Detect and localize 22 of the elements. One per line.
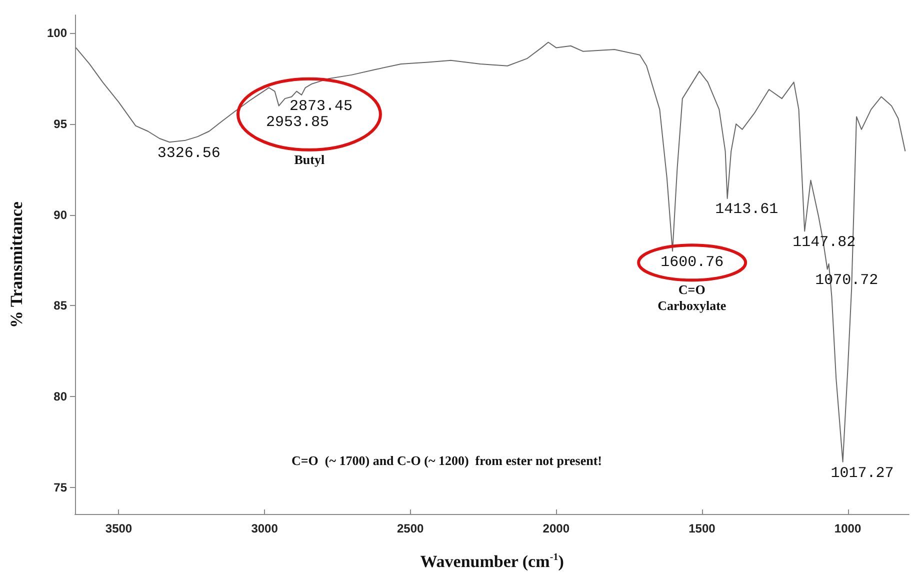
annotation: 3326.56 xyxy=(157,145,220,162)
annotation: C=O Carboxylate xyxy=(658,282,726,314)
x-tick-label: 2000 xyxy=(542,522,570,536)
annotation: 1017.27 xyxy=(830,464,894,482)
annotation: 2953.85 xyxy=(266,114,330,131)
y-tick-label: 75 xyxy=(54,480,68,494)
y-axis-title: % Transmittance xyxy=(7,201,26,328)
x-tick-label: 3500 xyxy=(105,522,132,536)
annotation: 2873.45 xyxy=(289,98,352,115)
x-tick-label: 2500 xyxy=(397,522,424,536)
y-tick-label: 90 xyxy=(54,208,68,222)
annotation: C=O (~ 1700) and C-O (~ 1200) from ester not present! xyxy=(292,452,602,468)
x-tick-label: 1500 xyxy=(688,522,716,536)
y-tick-label: 80 xyxy=(54,389,68,404)
annotation: 1600.76 xyxy=(660,254,724,272)
y-tick-label: 95 xyxy=(54,116,68,131)
y-tick-label: 100 xyxy=(46,26,68,40)
annotation: 1413.61 xyxy=(715,201,778,218)
annotation: Butyl xyxy=(294,152,325,168)
x-tick-label: 1000 xyxy=(834,522,862,536)
y-tick-label: 85 xyxy=(54,298,68,313)
x-tick-label: 3000 xyxy=(251,522,278,536)
